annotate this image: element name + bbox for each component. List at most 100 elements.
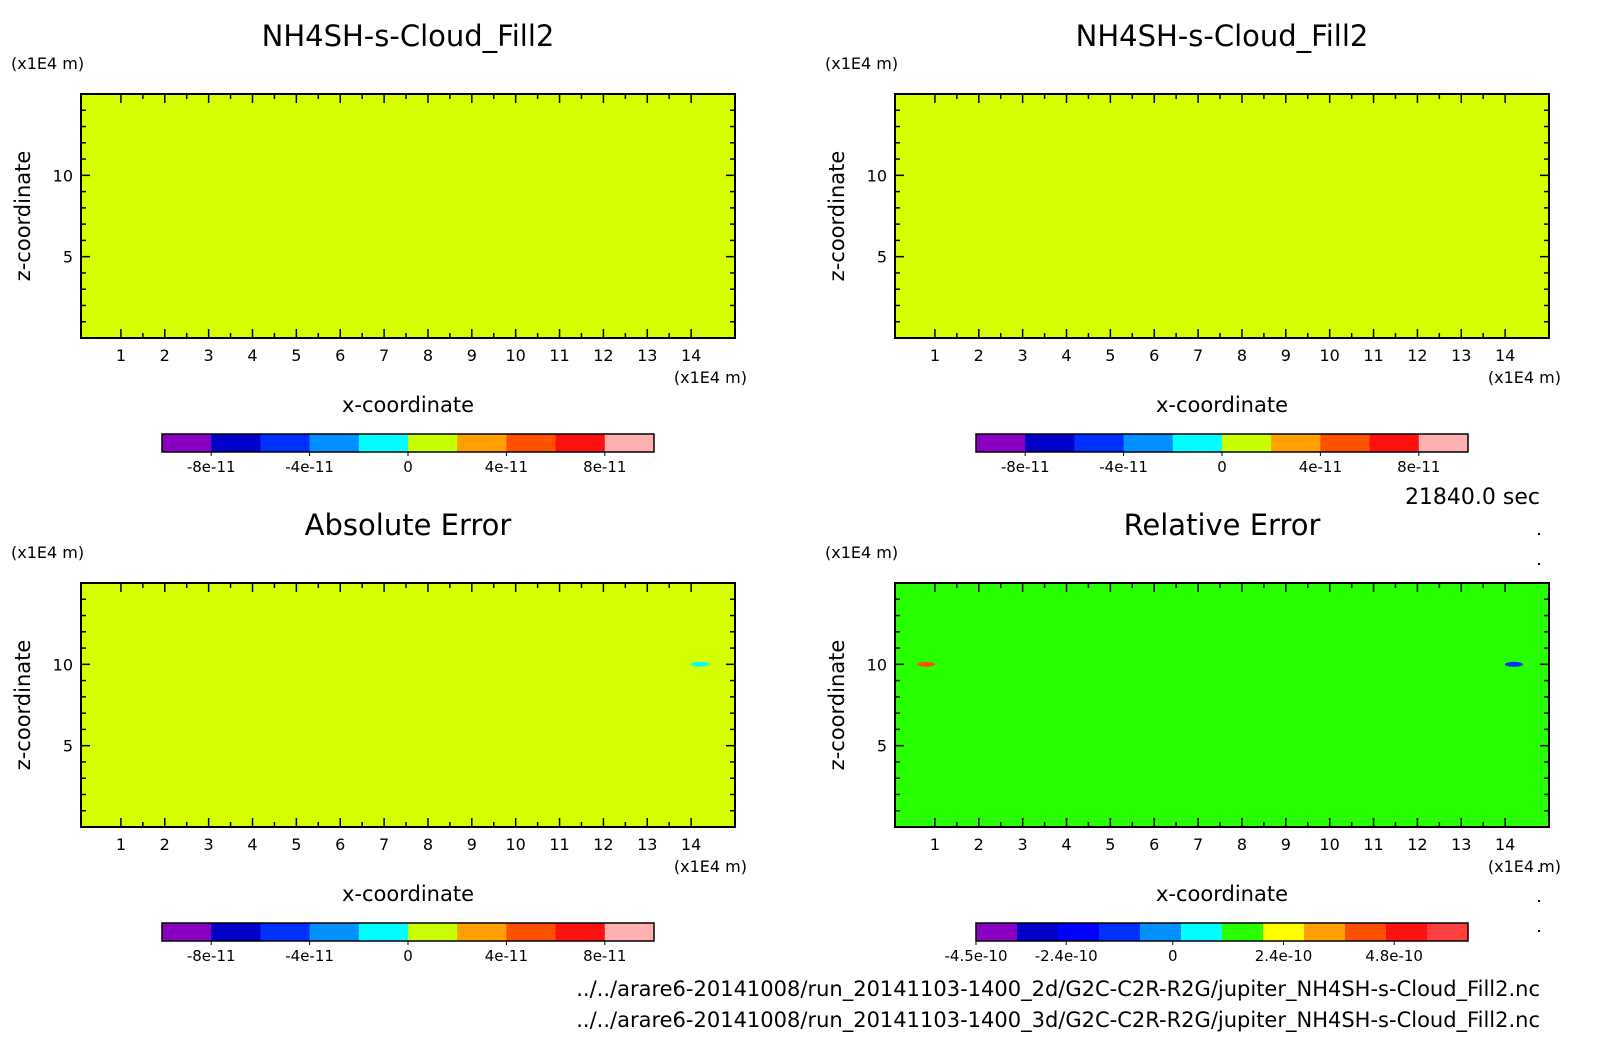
plot-frame xyxy=(894,582,1550,828)
colorbar-label: -4.5e-10 xyxy=(945,947,1008,965)
colorbar-swatch xyxy=(506,923,557,941)
x-tick-label: 13 xyxy=(1451,835,1471,854)
x-axis-label: x-coordinate xyxy=(1156,393,1288,417)
colorbar-swatch xyxy=(1222,434,1272,452)
x-tick-label: 2 xyxy=(974,835,984,854)
x-tick-label: 3 xyxy=(1018,835,1028,854)
x-tick-label: 6 xyxy=(1149,835,1159,854)
colorbar-swatch xyxy=(1017,923,1059,941)
colorbar-label: 8e-11 xyxy=(1397,458,1440,476)
x-tick-label: 2 xyxy=(160,835,170,854)
field-area xyxy=(81,94,735,338)
colorbar-swatch xyxy=(1386,923,1428,941)
colorbar-label: -8e-11 xyxy=(187,947,236,965)
y-tick-label: 5 xyxy=(877,248,887,267)
colorbar-swatch xyxy=(1123,434,1174,452)
x-tick-label: 14 xyxy=(681,346,701,365)
colorbar-swatch xyxy=(1025,434,1075,452)
x-tick-label: 3 xyxy=(204,835,214,854)
colorbar-swatch xyxy=(457,434,507,452)
x-tick-label: 8 xyxy=(1237,346,1247,365)
x-axis-label: x-coordinate xyxy=(1156,882,1288,906)
colorbar-swatch xyxy=(555,923,606,941)
plot-title: NH4SH-s-Cloud_Fill2 xyxy=(262,19,555,53)
x-tick-label: 10 xyxy=(506,346,526,365)
x-tick-label: 10 xyxy=(1320,346,1340,365)
field-area xyxy=(895,94,1549,338)
y-unit-label: (x1E4 m) xyxy=(825,543,898,562)
x-tick-label: 14 xyxy=(681,835,701,854)
feature-blob xyxy=(917,661,936,667)
colorbar-label: -4e-11 xyxy=(285,947,334,965)
colorbar-swatch xyxy=(1345,923,1387,941)
x-tick-label: 9 xyxy=(1281,835,1291,854)
colorbar-swatch xyxy=(555,434,606,452)
y-axis-label: z-coordinate xyxy=(11,151,35,282)
colorbar-swatch xyxy=(211,434,261,452)
field-area xyxy=(81,583,735,827)
colorbar-swatch xyxy=(1058,923,1100,941)
x-tick-label: 2 xyxy=(160,346,170,365)
x-tick-label: 13 xyxy=(637,346,657,365)
y-axis-label: z-coordinate xyxy=(825,151,849,282)
x-tick-label: 7 xyxy=(379,835,389,854)
x-tick-label: 5 xyxy=(1105,346,1115,365)
colorbar: -8e-11 -4e-11 0 4e-11 8e-11 xyxy=(975,433,1469,476)
x-tick-label: 8 xyxy=(1237,835,1247,854)
x-tick-label: 9 xyxy=(467,346,477,365)
colorbar-swatch xyxy=(260,434,311,452)
colorbar-label: 4.8e-10 xyxy=(1365,947,1423,965)
feature-blob xyxy=(1504,661,1523,667)
colorbar-label: 2.4e-10 xyxy=(1255,947,1313,965)
x-tick-label: 10 xyxy=(506,835,526,854)
x-tick-label: 6 xyxy=(1149,346,1159,365)
x-tick-label: 1 xyxy=(116,346,126,365)
colorbar: -4.5e-10 -2.4e-10 0 2.4e-10 4.8e-10 xyxy=(945,922,1469,965)
x-tick-label: 6 xyxy=(335,346,345,365)
colorbar: -8e-11 -4e-11 0 4e-11 8e-11 xyxy=(161,433,655,476)
x-tick-label: 11 xyxy=(549,835,569,854)
x-tick-label: 10 xyxy=(1320,835,1340,854)
y-tick-label: 10 xyxy=(867,655,887,674)
margin-dots xyxy=(1538,533,1540,932)
colorbar-label: -2.4e-10 xyxy=(1035,947,1098,965)
time-label: 21840.0 sec xyxy=(1405,485,1540,510)
colorbar-label: -8e-11 xyxy=(1001,458,1050,476)
x-tick-label: 4 xyxy=(247,346,257,365)
x-tick-label: 3 xyxy=(204,346,214,365)
colorbar-label: 4e-11 xyxy=(485,458,528,476)
y-unit-label: (x1E4 m) xyxy=(11,54,84,73)
colorbar-swatch xyxy=(162,923,212,941)
x-tick-label: 1 xyxy=(930,835,940,854)
colorbar-label: 8e-11 xyxy=(583,947,626,965)
colorbar-swatch xyxy=(211,923,261,941)
colorbar-swatch xyxy=(358,434,409,452)
x-tick-label: 3 xyxy=(1018,346,1028,365)
colorbar-label: -4e-11 xyxy=(285,458,334,476)
x-axis-label: x-coordinate xyxy=(342,393,474,417)
colorbar-label: -8e-11 xyxy=(187,458,236,476)
colorbar-label: 8e-11 xyxy=(583,458,626,476)
x-tick-label: 12 xyxy=(1407,346,1427,365)
x-tick-label: 14 xyxy=(1495,346,1515,365)
colorbar-swatch xyxy=(408,923,458,941)
x-tick-label: 9 xyxy=(1281,346,1291,365)
colorbar-swatch xyxy=(506,434,557,452)
colorbar-swatch xyxy=(976,923,1018,941)
plot-frame xyxy=(80,93,736,339)
colorbar-swatch xyxy=(1263,923,1305,941)
x-unit-label: (x1E4 m) xyxy=(674,368,747,387)
y-tick-label: 5 xyxy=(63,737,73,756)
colorbar-swatch xyxy=(1271,434,1321,452)
feature-blob xyxy=(690,661,709,667)
x-tick-label: 12 xyxy=(1407,835,1427,854)
x-tick-label: 5 xyxy=(1105,835,1115,854)
colorbar-label: 0 xyxy=(1217,458,1227,476)
x-unit-label: (x1E4 m) xyxy=(1488,368,1561,387)
file-path-2d: ../../arare6-20141008/run_20141103-1400_… xyxy=(576,977,1540,1002)
y-tick-label: 10 xyxy=(867,166,887,185)
colorbar-swatch xyxy=(1074,434,1125,452)
colorbar-swatch xyxy=(604,923,655,941)
panels: NH4SH-s-Cloud_Fill2(x1E4 m)1 2 3 4 5 6 7 8 9 10 11… xyxy=(11,19,1561,965)
